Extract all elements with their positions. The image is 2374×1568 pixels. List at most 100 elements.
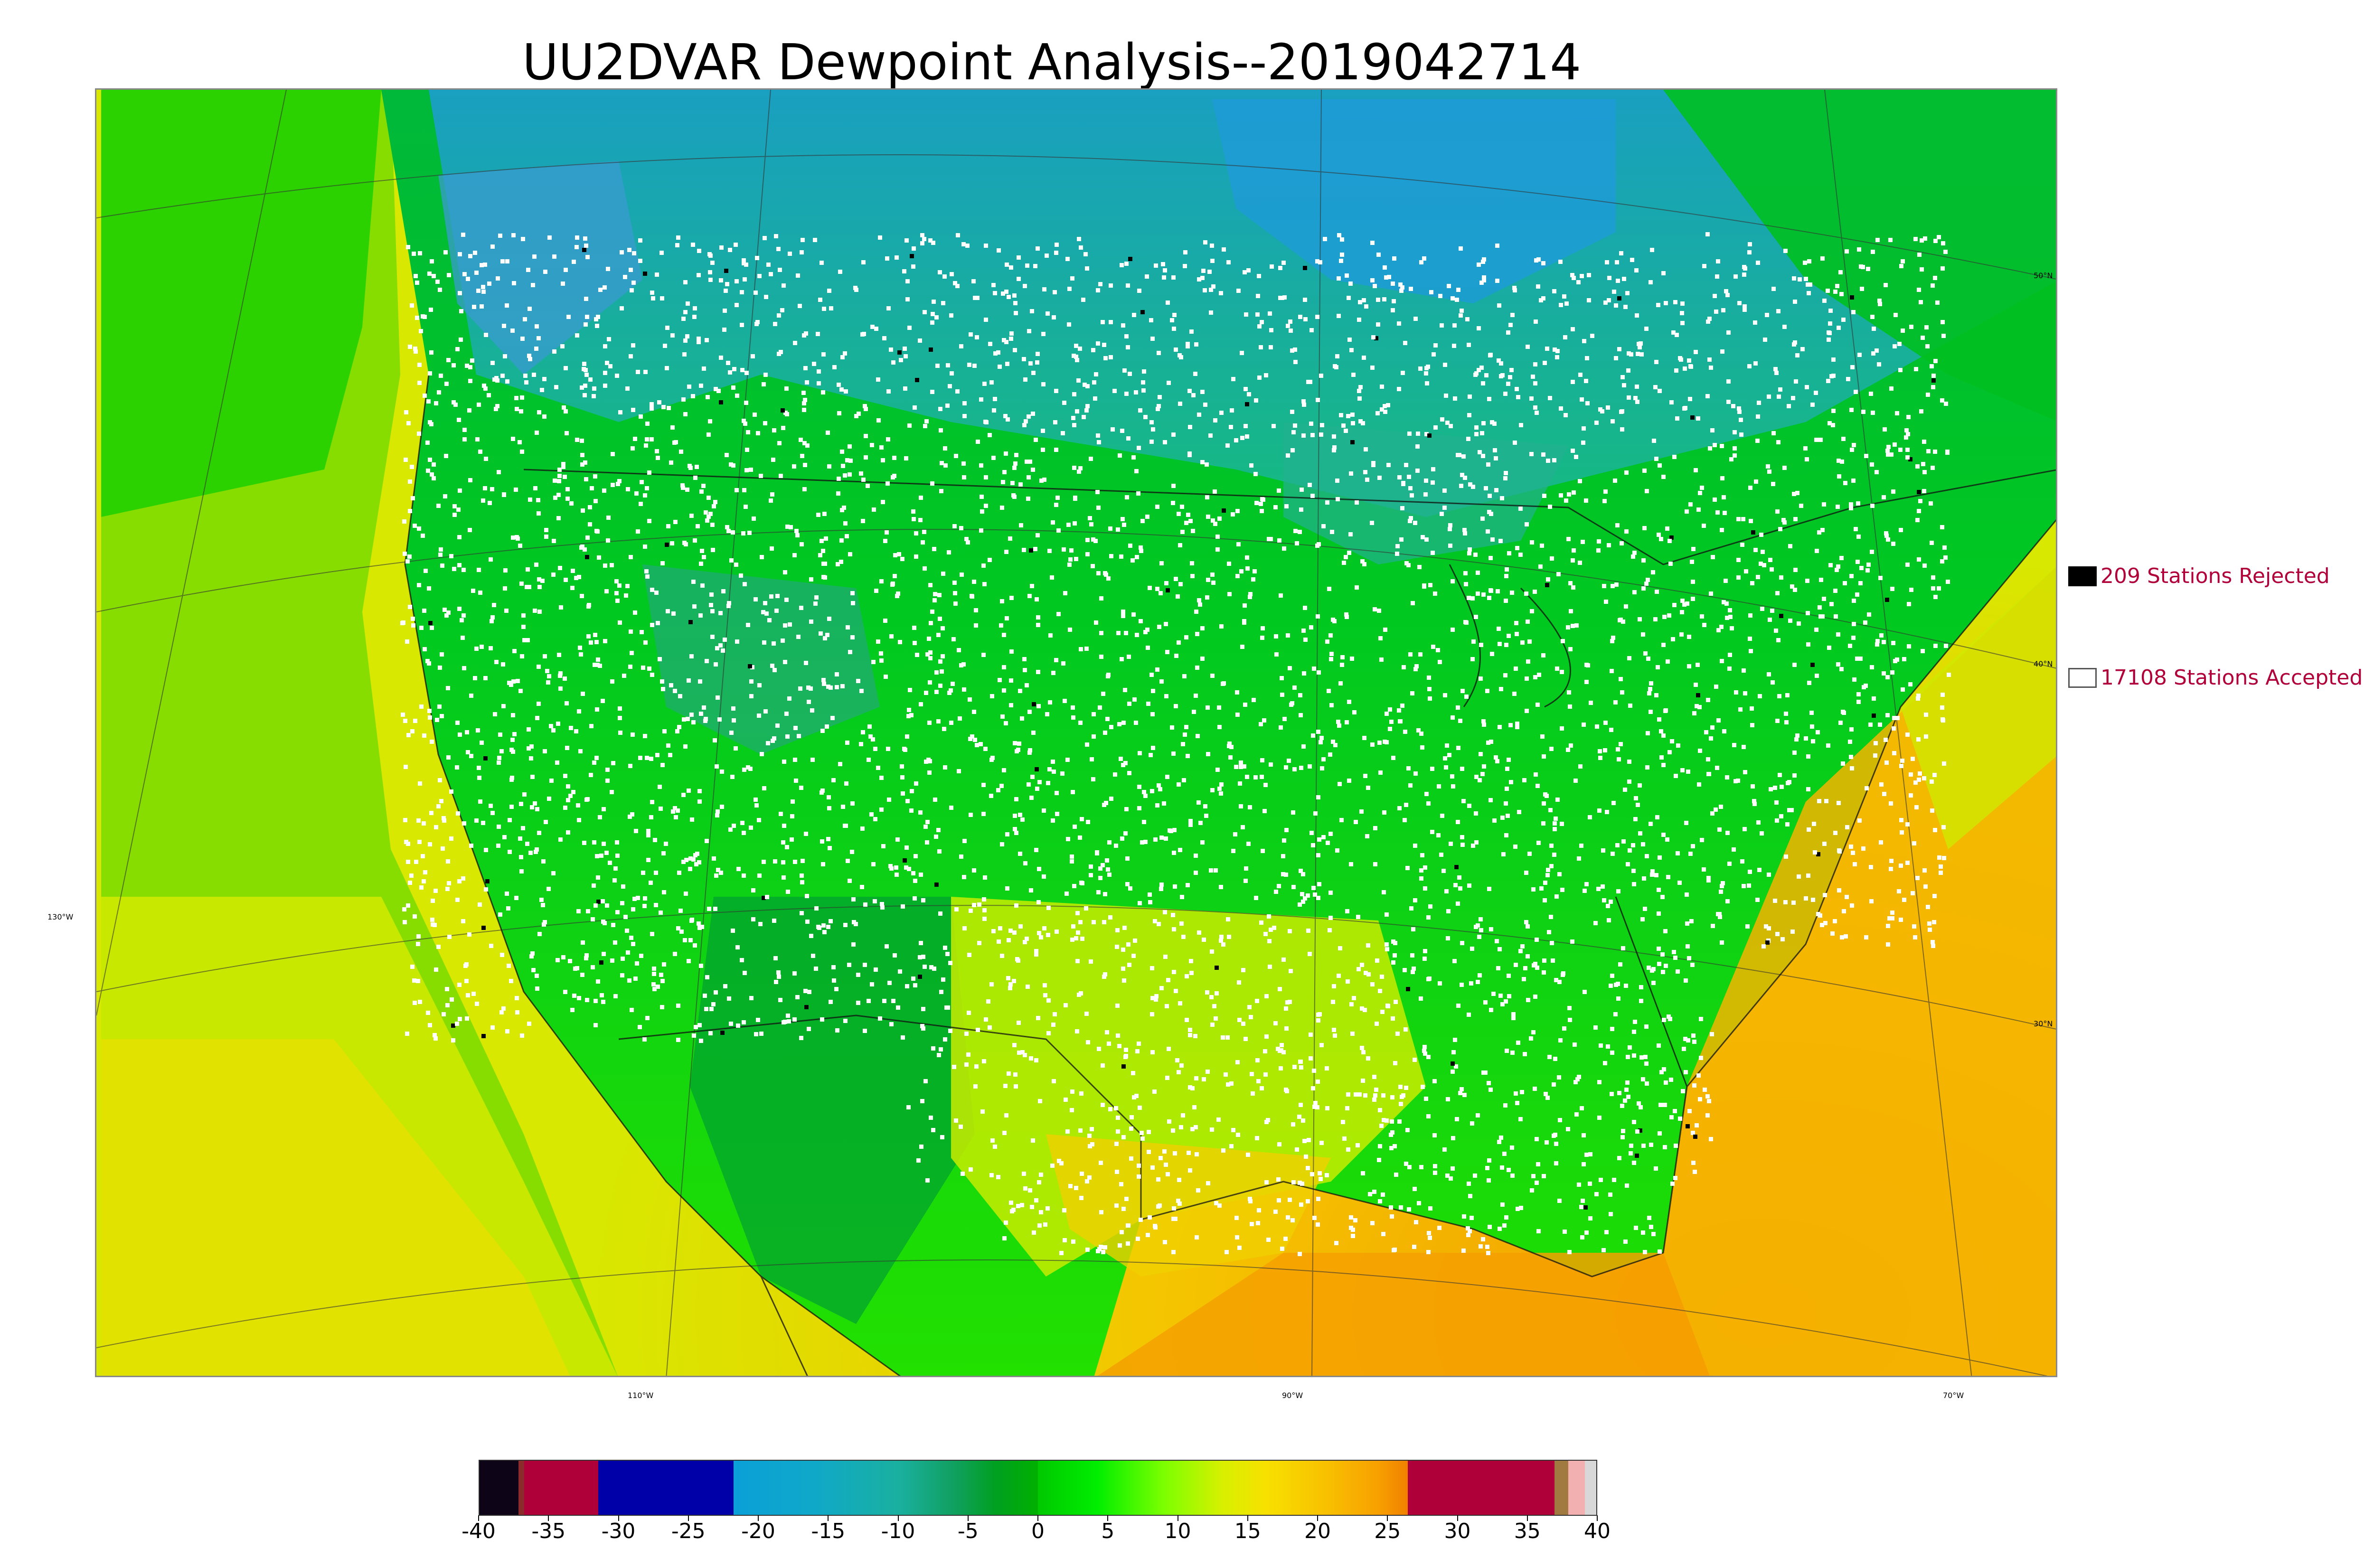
station-accepted bbox=[705, 839, 709, 843]
station-accepted bbox=[1025, 683, 1029, 687]
station-accepted bbox=[1806, 754, 1810, 759]
station-accepted bbox=[1775, 818, 1779, 823]
station-accepted bbox=[1399, 1205, 1403, 1210]
station-accepted bbox=[1055, 930, 1059, 934]
station-accepted bbox=[537, 932, 542, 936]
station-accepted bbox=[658, 657, 662, 661]
station-accepted bbox=[1637, 342, 1641, 346]
station-rejected bbox=[1029, 548, 1033, 553]
station-accepted bbox=[1730, 626, 1734, 630]
station-accepted bbox=[1635, 385, 1639, 389]
station-accepted bbox=[1623, 788, 1627, 792]
station-accepted bbox=[595, 529, 600, 534]
station-accepted bbox=[682, 352, 687, 357]
station-accepted bbox=[1421, 535, 1425, 539]
station-accepted bbox=[1121, 721, 1126, 725]
station-accepted bbox=[1391, 960, 1395, 965]
station-accepted bbox=[1893, 442, 1897, 447]
station-accepted bbox=[1027, 475, 1031, 479]
station-accepted bbox=[967, 1011, 971, 1015]
station-accepted bbox=[1463, 476, 1467, 480]
station-accepted bbox=[788, 252, 792, 256]
station-accepted bbox=[566, 315, 571, 319]
station-accepted bbox=[480, 645, 484, 649]
station-accepted bbox=[1103, 972, 1107, 976]
station-accepted bbox=[1643, 1055, 1648, 1059]
station-accepted bbox=[930, 320, 934, 325]
station-accepted bbox=[1725, 899, 1730, 903]
station-accepted bbox=[707, 496, 711, 500]
station-accepted bbox=[1413, 898, 1417, 902]
station-accepted bbox=[1644, 327, 1649, 331]
station-accepted bbox=[645, 1016, 650, 1020]
station-accepted bbox=[764, 611, 769, 616]
station-accepted bbox=[631, 907, 635, 911]
station-accepted bbox=[636, 529, 640, 534]
station-accepted bbox=[686, 301, 690, 306]
station-accepted bbox=[1018, 924, 1023, 929]
station-accepted bbox=[579, 545, 584, 550]
station-accepted bbox=[1598, 756, 1602, 760]
station-accepted bbox=[1183, 250, 1187, 254]
station-accepted bbox=[614, 579, 619, 583]
station-accepted bbox=[977, 941, 981, 945]
station-accepted bbox=[1627, 656, 1631, 660]
station-accepted bbox=[1321, 757, 1326, 761]
station-accepted bbox=[1533, 995, 1537, 999]
station-accepted bbox=[458, 488, 462, 493]
station-accepted bbox=[1139, 549, 1143, 553]
station-accepted bbox=[1237, 1246, 1242, 1250]
station-accepted bbox=[897, 552, 901, 556]
station-accepted bbox=[1395, 544, 1400, 548]
station-accepted bbox=[719, 871, 723, 875]
station-accepted bbox=[1919, 300, 1923, 304]
station-accepted bbox=[1726, 379, 1731, 384]
station-accepted bbox=[633, 976, 638, 981]
station-accepted bbox=[566, 798, 570, 802]
station-accepted bbox=[438, 666, 442, 670]
station-accepted bbox=[1413, 1187, 1417, 1191]
station-accepted bbox=[1645, 489, 1649, 493]
station-accepted bbox=[1244, 1037, 1248, 1041]
station-accepted bbox=[606, 267, 610, 271]
station-accepted bbox=[1895, 411, 1899, 415]
station-accepted bbox=[1361, 1171, 1365, 1175]
station-accepted bbox=[1587, 273, 1591, 277]
station-accepted bbox=[1548, 396, 1552, 400]
station-accepted bbox=[1527, 639, 1532, 644]
station-accepted bbox=[1345, 1106, 1349, 1110]
station-accepted bbox=[1394, 1173, 1398, 1177]
station-accepted bbox=[636, 370, 640, 374]
station-accepted bbox=[1378, 770, 1383, 775]
station-accepted bbox=[1147, 1150, 1151, 1154]
station-accepted bbox=[823, 636, 827, 640]
station-accepted bbox=[1449, 842, 1453, 846]
station-accepted bbox=[1488, 798, 1493, 802]
station-accepted bbox=[430, 259, 434, 263]
station-accepted bbox=[650, 932, 654, 936]
station-accepted bbox=[935, 364, 940, 368]
station-accepted bbox=[428, 1023, 432, 1027]
station-accepted bbox=[1584, 498, 1588, 503]
station-accepted bbox=[886, 747, 890, 751]
station-accepted bbox=[1569, 743, 1573, 748]
station-accepted bbox=[1231, 512, 1235, 516]
station-accepted bbox=[1382, 890, 1386, 894]
station-accepted bbox=[401, 713, 405, 717]
station-accepted bbox=[1349, 1002, 1354, 1006]
station-accepted bbox=[1508, 323, 1513, 327]
station-accepted bbox=[1074, 557, 1078, 561]
station-accepted bbox=[1931, 575, 1935, 580]
station-accepted bbox=[1281, 261, 1286, 265]
station-accepted bbox=[1720, 476, 1724, 480]
station-accepted bbox=[1662, 1018, 1666, 1022]
station-accepted bbox=[1323, 237, 1327, 241]
station-accepted bbox=[829, 1000, 833, 1004]
station-accepted bbox=[1023, 1186, 1027, 1191]
station-accepted bbox=[1752, 799, 1756, 803]
station-accepted bbox=[1792, 751, 1797, 755]
station-accepted bbox=[1456, 820, 1460, 824]
station-rejected bbox=[428, 621, 433, 625]
station-accepted bbox=[649, 815, 653, 819]
station-accepted bbox=[655, 753, 659, 757]
